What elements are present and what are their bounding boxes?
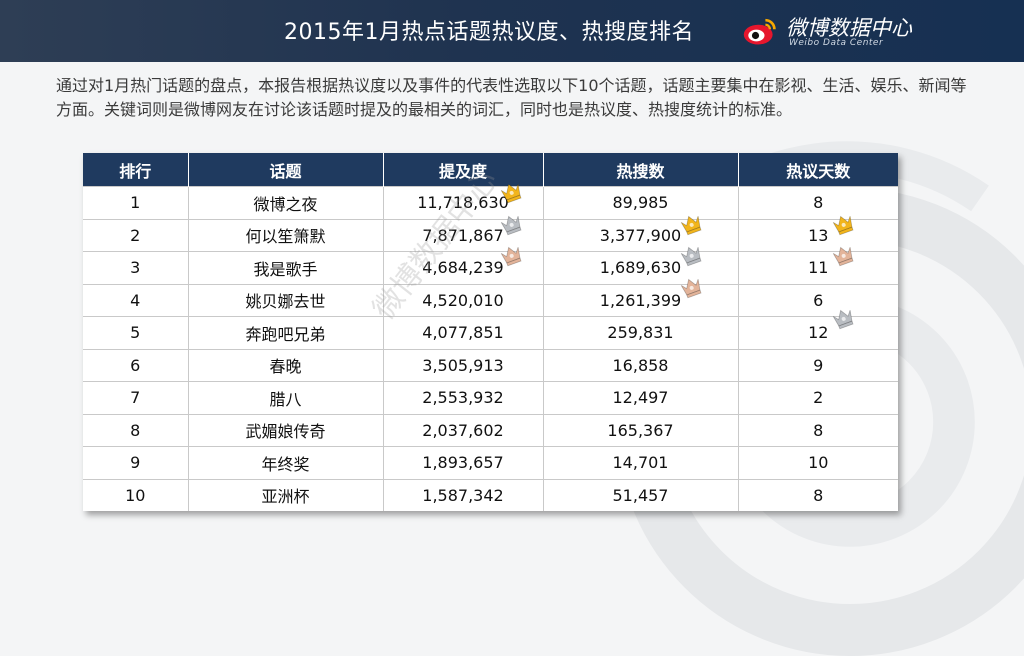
cell-topic: 武媚娘传奇 — [188, 413, 384, 447]
intro-paragraph: 通过对1月热门话题的盘点，本报告根据热议度以及事件的代表性选取以下10个话题，话… — [56, 76, 967, 119]
cell-topic: 春晚 — [188, 348, 384, 382]
cell-days: 8 — [738, 186, 898, 219]
cell-mentions: 3,505,913 — [383, 348, 544, 382]
ranking-table: 排行 话题 提及度 热搜数 热议天数 1 微博之夜 11,718,630 89,985… — [83, 153, 898, 511]
brand-logo: 微博数据中心 Weibo Data Center — [742, 8, 972, 54]
header-mentions: 提及度 — [383, 153, 544, 187]
cell-mentions: 2,553,932 — [383, 381, 544, 414]
cell-searches: 51,457 — [543, 478, 739, 511]
cell-topic: 腊八 — [188, 381, 384, 414]
cell-rank: 5 — [83, 316, 189, 349]
cell-rank: 2 — [83, 218, 189, 252]
table-row: 2 何以笙箫默 7,871,867 3,377,900 13 — [83, 218, 898, 252]
cell-topic: 何以笙箫默 — [188, 218, 384, 252]
cell-days: 9 — [738, 348, 898, 382]
cell-mentions: 11,718,630 — [383, 186, 544, 219]
cell-days: 6 — [738, 283, 898, 317]
cell-topic: 姚贝娜去世 — [188, 283, 384, 317]
cell-days: 11 — [738, 251, 898, 284]
table-header-row: 排行 话题 提及度 热搜数 热议天数 — [83, 153, 898, 187]
cell-searches: 16,858 — [543, 348, 739, 382]
cell-rank: 7 — [83, 381, 189, 414]
cell-searches: 1,689,630 — [543, 251, 739, 284]
table-row: 7 腊八 2,553,932 12,497 2 — [83, 381, 898, 414]
cell-days: 8 — [738, 413, 898, 447]
cell-searches: 259,831 — [543, 316, 739, 349]
cell-rank: 10 — [83, 478, 189, 511]
cell-rank: 9 — [83, 446, 189, 479]
table-row: 10 亚洲杯 1,587,342 51,457 8 — [83, 478, 898, 511]
cell-mentions: 7,871,867 — [383, 218, 544, 252]
header-topic: 话题 — [188, 153, 384, 187]
cell-mentions: 1,587,342 — [383, 478, 544, 511]
cell-topic: 年终奖 — [188, 446, 384, 479]
weibo-eye-icon — [743, 18, 776, 45]
table-row: 5 奔跑吧兄弟 4,077,851 259,831 12 — [83, 316, 898, 349]
cell-topic: 亚洲杯 — [188, 478, 384, 511]
table-row: 6 春晚 3,505,913 16,858 9 — [83, 348, 898, 382]
cell-searches: 12,497 — [543, 381, 739, 414]
cell-days: 10 — [738, 446, 898, 479]
page-title: 2015年1月热点话题热议度、热搜度排名 — [284, 20, 694, 45]
cell-rank: 3 — [83, 251, 189, 284]
cell-searches: 3,377,900 — [543, 218, 739, 252]
cell-topic: 微博之夜 — [188, 186, 384, 219]
cell-days: 12 — [738, 316, 898, 349]
cell-mentions: 4,077,851 — [383, 316, 544, 349]
cell-rank: 4 — [83, 283, 189, 317]
table-row: 8 武媚娘传奇 2,037,602 165,367 8 — [83, 413, 898, 447]
cell-topic: 我是歌手 — [188, 251, 384, 284]
header-days: 热议天数 — [738, 153, 898, 187]
table-row: 3 我是歌手 4,684,239 1,689,630 11 — [83, 251, 898, 284]
cell-mentions: 4,520,010 — [383, 283, 544, 317]
ranking-table-container: 排行 话题 提及度 热搜数 热议天数 1 微博之夜 11,718,630 89,985… — [83, 153, 898, 511]
brand-subtitle: Weibo Data Center — [789, 38, 884, 48]
cell-searches: 89,985 — [543, 186, 739, 219]
cell-topic: 奔跑吧兄弟 — [188, 316, 384, 349]
cell-searches: 1,261,399 — [543, 283, 739, 317]
cell-days: 2 — [738, 381, 898, 414]
cell-mentions: 2,037,602 — [383, 413, 544, 447]
cell-rank: 6 — [83, 348, 189, 382]
table-row: 1 微博之夜 11,718,630 89,985 8 — [83, 186, 898, 219]
header-searches: 热搜数 — [543, 153, 739, 187]
header-rank: 排行 — [83, 153, 189, 187]
table-row: 4 姚贝娜去世 4,520,010 1,261,399 6 — [83, 283, 898, 317]
header-bar: 2015年1月热点话题热议度、热搜度排名 微博数据中心 Weibo Data C… — [0, 0, 1024, 62]
cell-mentions: 4,684,239 — [383, 251, 544, 284]
cell-searches: 165,367 — [543, 413, 739, 447]
cell-searches: 14,701 — [543, 446, 739, 479]
cell-days: 13 — [738, 218, 898, 252]
cell-rank: 1 — [83, 186, 189, 219]
cell-mentions: 1,893,657 — [383, 446, 544, 479]
table-row: 9 年终奖 1,893,657 14,701 10 — [83, 446, 898, 479]
brand-name: 微博数据中心 — [786, 16, 912, 40]
cell-days: 8 — [738, 478, 898, 511]
cell-rank: 8 — [83, 413, 189, 447]
